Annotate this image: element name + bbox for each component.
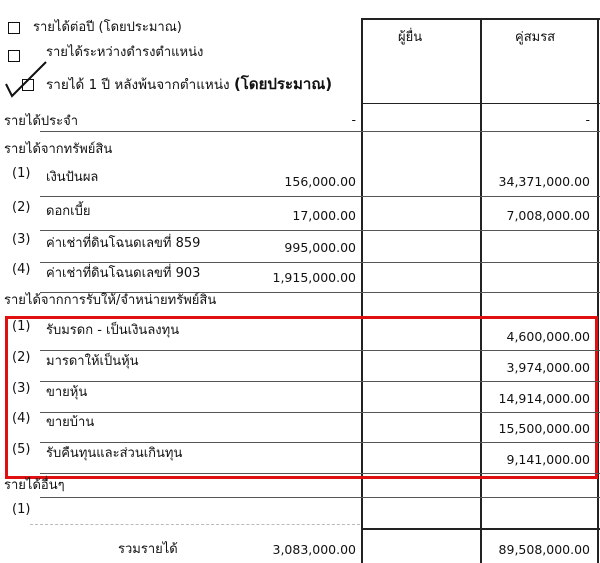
row-divider (40, 196, 600, 197)
column-header-spouse: คู่สมรส (515, 30, 556, 45)
regular-income-spouse: - (585, 112, 590, 127)
row-index: (4) (12, 262, 31, 277)
option-label: รายได้ระหว่างดำรงตำแหน่ง (46, 45, 204, 60)
row-value-spouse: 15,500,000.00 (498, 421, 590, 436)
total-filer: 3,083,000.00 (272, 542, 357, 557)
row-index: (3) (12, 232, 31, 247)
checkbox-annual-income[interactable] (8, 22, 20, 34)
row-label: เงินปันผล (46, 170, 99, 185)
check-mark-icon (5, 61, 47, 98)
option-label: รายได้ 1 ปี หลังพ้นจากตำแหน่ง (โดยประมาณ… (46, 72, 332, 96)
row-label: ค่าเช่าที่ดินโฉนดเลขที่ 859 (46, 236, 201, 251)
regular-income-label: รายได้ประจำ (4, 114, 79, 129)
row-value-spouse: 4,600,000.00 (506, 329, 591, 344)
row-value-spouse: 3,974,000.00 (506, 360, 591, 375)
row-divider (40, 292, 600, 293)
row-index: (1) (12, 319, 31, 334)
row-index: (1) (12, 502, 31, 517)
row-index: (3) (12, 381, 31, 396)
row-divider (40, 262, 600, 263)
row-label: ขายหุ้น (46, 385, 88, 400)
row-value-filer: 1,915,000.00 (272, 270, 357, 285)
disposal-income-label: รายได้จากการรับให้/จำหน่ายทรัพย์สิน (4, 293, 217, 308)
row-index: (2) (12, 350, 31, 365)
row-divider (40, 473, 600, 474)
row-label: รับคืนทุนและส่วนเกินทุน (46, 446, 183, 461)
row-label: ดอกเบี้ย (46, 204, 91, 219)
checkbox-income-during-term[interactable] (8, 50, 20, 62)
row-index: (5) (12, 442, 31, 457)
row-value-filer: 995,000.00 (284, 240, 356, 255)
row-divider (40, 412, 600, 413)
option-label-text: รายได้ 1 ปี หลังพ้นจากตำแหน่ง (46, 77, 230, 93)
row-value-spouse: 9,141,000.00 (506, 452, 591, 467)
row-divider (40, 350, 600, 351)
total-spouse: 89,508,000.00 (498, 542, 590, 557)
highlight-box (5, 316, 598, 479)
row-index: (4) (12, 411, 31, 426)
asset-income-label: รายได้จากทรัพย์สิน (4, 142, 113, 157)
row-divider (40, 442, 600, 443)
column-header-filer: ผู้ยื่น (398, 30, 423, 45)
option-label: รายได้ต่อปี (โดยประมาณ) (33, 20, 182, 35)
row-value-spouse: 34,371,000.00 (498, 174, 590, 189)
row-label: มารดาให้เป็นหุ้น (46, 354, 139, 369)
row-label: ค่าเช่าที่ดินโฉนดเลขที่ 903 (46, 266, 201, 281)
option-label-bold: (โดยประมาณ) (233, 75, 333, 93)
row-value-spouse: 14,914,000.00 (498, 391, 590, 406)
other-income-label: รายได้อื่นๆ (4, 478, 65, 493)
regular-income-filer: - (351, 112, 356, 127)
row-divider (40, 230, 600, 231)
row-index: (1) (12, 166, 31, 181)
total-label: รวมรายได้ (118, 542, 178, 557)
row-value-filer: 17,000.00 (292, 208, 356, 223)
row-label: รับมรดก - เป็นเงินลงทุน (46, 323, 180, 338)
row-index: (2) (12, 200, 31, 215)
row-value-filer: 156,000.00 (284, 174, 356, 189)
row-label: ขายบ้าน (46, 415, 95, 430)
row-value-spouse: 7,008,000.00 (506, 208, 591, 223)
row-divider (40, 381, 600, 382)
